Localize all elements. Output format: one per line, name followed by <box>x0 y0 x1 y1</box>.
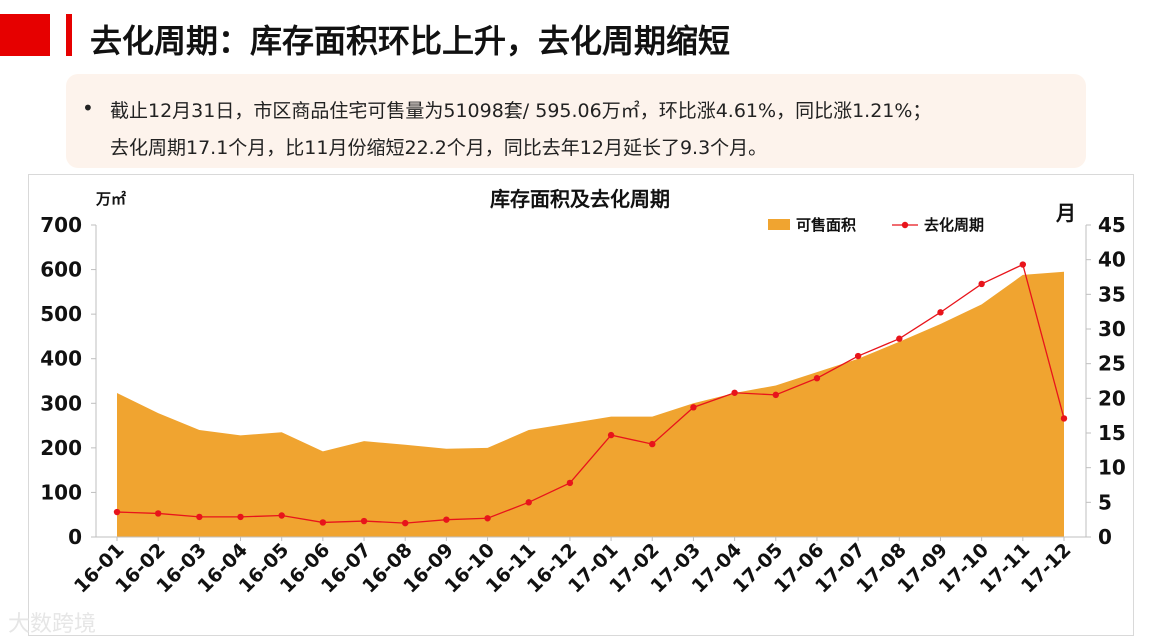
line-point <box>319 519 327 526</box>
line-point <box>1060 415 1068 422</box>
left-tick-label: 400 <box>40 347 82 371</box>
line-point <box>484 515 491 522</box>
left-tick-label: 300 <box>40 391 82 415</box>
line-point <box>649 440 656 448</box>
line-point <box>937 309 944 316</box>
summary-box <box>66 74 1086 168</box>
title-accent-bar <box>66 14 72 56</box>
line-point <box>525 499 532 506</box>
legend-swatch-inventory <box>768 219 790 230</box>
right-tick-label: 20 <box>1098 386 1126 410</box>
line-point <box>896 335 903 342</box>
right-tick-label: 25 <box>1098 352 1126 376</box>
chart-title: 库存面积及去化周期 <box>490 187 670 211</box>
left-tick-label: 0 <box>68 525 82 549</box>
left-tick-label: 100 <box>40 480 82 504</box>
line-point <box>772 391 779 399</box>
line-point <box>690 404 697 411</box>
line-point <box>113 508 121 516</box>
right-tick-label: 10 <box>1098 456 1126 480</box>
page-title: 去化周期：库存面积环比上升，去化周期缩短 <box>90 22 731 60</box>
area-series-inventory <box>117 271 1064 537</box>
chart-frame <box>28 174 1134 636</box>
right-tick-label: 15 <box>1098 421 1126 445</box>
line-point <box>402 519 409 527</box>
legend-label-inventory: 可售面积 <box>796 216 856 234</box>
line-point <box>360 517 368 525</box>
line-point <box>154 510 162 517</box>
right-axis-unit: 月 <box>1055 201 1076 225</box>
left-tick-label: 600 <box>40 258 82 282</box>
right-tick-label: 35 <box>1098 282 1126 306</box>
right-tick-label: 30 <box>1098 317 1126 341</box>
line-point <box>854 352 862 360</box>
line-point <box>978 280 985 288</box>
line-point <box>278 512 285 519</box>
line-point <box>237 513 244 521</box>
line-point <box>731 389 738 396</box>
line-point <box>196 513 203 521</box>
left-axis-unit: 万㎡ <box>95 190 126 208</box>
title-accent-block <box>0 14 50 56</box>
right-tick-label: 5 <box>1098 490 1112 514</box>
left-tick-label: 700 <box>40 213 82 237</box>
legend-label-destock-cycle: 去化周期 <box>924 216 984 234</box>
left-tick-label: 500 <box>40 302 82 326</box>
legend: 可售面积 去化周期 <box>768 216 984 234</box>
line-point <box>813 375 821 382</box>
right-tick-label: 0 <box>1098 525 1112 549</box>
line-point <box>566 479 574 487</box>
legend-swatch-point <box>901 221 909 229</box>
line-point <box>443 516 450 523</box>
right-tick-label: 40 <box>1098 248 1126 272</box>
line-series-destock-cycle <box>116 263 1065 524</box>
summary-line-1: 截止12月31日，市区商品住宅可售量为51098套/ 595.06万㎡，环比涨4… <box>110 100 932 122</box>
right-tick-label: 45 <box>1098 213 1126 237</box>
watermark: 大数跨境 <box>8 612 97 637</box>
line-point <box>1019 261 1027 268</box>
left-tick-label: 200 <box>40 436 82 460</box>
bullet-dot: • <box>82 96 94 120</box>
line-point <box>607 431 615 439</box>
summary-line-2: 去化周期17.1个月，比11月份缩短22.2个月，同比去年12月延长了9.3个月… <box>110 137 768 159</box>
